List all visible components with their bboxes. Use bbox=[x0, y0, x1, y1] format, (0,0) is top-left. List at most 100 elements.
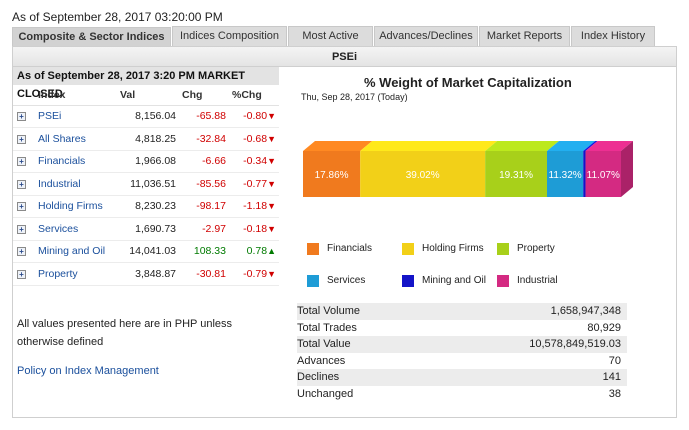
expand-cell: + bbox=[13, 172, 35, 196]
stat-label: Total Value bbox=[297, 338, 351, 350]
indices-table: Index Val Chg %Chg + PSEi 8,156.04 -65.88 -0… bbox=[13, 85, 279, 286]
index-val: 4,818.25 bbox=[117, 127, 179, 151]
index-pct-chg-cell: -0.34▼ bbox=[229, 150, 279, 173]
index-chg: -85.56 bbox=[179, 172, 229, 196]
bar-data-label: 39.02% bbox=[406, 170, 440, 181]
expand-cell: + bbox=[13, 127, 35, 151]
plus-box-icon[interactable]: + bbox=[17, 134, 26, 144]
index-chg: -65.88 bbox=[179, 105, 229, 128]
tab-composite-sector-indices[interactable]: Composite & Sector Indices bbox=[12, 27, 171, 46]
index-pct-chg: 0.78 bbox=[246, 245, 268, 258]
index-val: 11,036.51 bbox=[117, 172, 179, 196]
stat-row: Declines 141 bbox=[297, 369, 627, 386]
bar-segment bbox=[360, 141, 498, 197]
policy-link[interactable]: Policy on Index Management bbox=[17, 365, 159, 377]
expand-cell: + bbox=[13, 240, 35, 263]
legend-label: Holding Firms bbox=[422, 243, 484, 254]
stat-value: 38 bbox=[608, 387, 621, 400]
stat-value: 10,578,849,519.03 bbox=[529, 338, 621, 350]
plus-box-icon[interactable]: + bbox=[17, 269, 26, 279]
index-chg: -6.66 bbox=[179, 150, 229, 173]
index-pct-chg-cell: -1.18▼ bbox=[229, 195, 279, 218]
expand-column-header bbox=[13, 85, 35, 106]
stat-label: Total Trades bbox=[297, 321, 357, 334]
stat-label: Declines bbox=[297, 371, 340, 383]
index-pct-chg-cell: -0.18▼ bbox=[229, 217, 279, 241]
plus-box-icon[interactable]: + bbox=[17, 112, 26, 122]
legend-swatch bbox=[307, 243, 319, 255]
bar-side-face bbox=[621, 141, 633, 197]
column-header-index: Index bbox=[35, 85, 117, 106]
market-cap-chart: 17.86% 39.02% 19.31% 11.32% 11.07% bbox=[303, 141, 633, 197]
tab-indices-composition[interactable]: Indices Composition bbox=[172, 26, 287, 46]
stat-value: 1,658,947,348 bbox=[550, 305, 621, 317]
plus-box-icon[interactable]: + bbox=[17, 202, 26, 212]
legend-swatch bbox=[497, 275, 509, 287]
tab-advances-declines[interactable]: Advances/Declines bbox=[374, 26, 478, 46]
bar-segment bbox=[546, 141, 596, 197]
tab-most-active[interactable]: Most Active bbox=[288, 26, 373, 46]
index-val: 1,966.08 bbox=[117, 150, 179, 173]
index-pct-chg: -0.77 bbox=[243, 177, 268, 190]
content-panel: PSEi As of September 28, 2017 3:20 PM MA… bbox=[12, 46, 677, 418]
bar-data-label: 19.31% bbox=[499, 170, 533, 181]
index-pct-chg-cell: -0.77▼ bbox=[229, 172, 279, 196]
index-pct-chg: -0.80 bbox=[243, 110, 268, 123]
index-name[interactable]: Financials bbox=[35, 150, 117, 173]
stat-row: Total Trades 80,929 bbox=[297, 320, 627, 337]
index-chg: -2.97 bbox=[179, 217, 229, 241]
bar-data-label: 11.07% bbox=[587, 170, 620, 181]
index-name[interactable]: Property bbox=[35, 262, 117, 286]
stat-label: Advances bbox=[297, 354, 346, 367]
table-row: + All Shares 4,818.25 -32.84 -0.68▼ bbox=[13, 127, 279, 151]
plus-box-icon[interactable]: + bbox=[17, 224, 26, 234]
index-val: 3,848.87 bbox=[117, 262, 179, 286]
legend-swatch bbox=[497, 243, 509, 255]
expand-cell: + bbox=[13, 262, 35, 286]
table-row: + Property 3,848.87 -30.81 -0.79▼ bbox=[13, 262, 279, 286]
bar-data-label: 17.86% bbox=[315, 170, 349, 181]
expand-cell: + bbox=[13, 105, 35, 128]
plus-box-icon[interactable]: + bbox=[17, 179, 26, 189]
tab-market-reports[interactable]: Market Reports bbox=[479, 26, 570, 46]
stat-row: Total Value 10,578,849,519.03 bbox=[297, 336, 627, 353]
triangle-down-icon: ▼ bbox=[267, 133, 276, 144]
index-pct-chg-cell: -0.68▼ bbox=[229, 127, 279, 151]
plus-box-icon[interactable]: + bbox=[17, 247, 26, 257]
chart-subtitle: Thu, Sep 28, 2017 (Today) bbox=[301, 92, 408, 102]
index-name[interactable]: Mining and Oil bbox=[35, 240, 117, 263]
index-name[interactable]: All Shares bbox=[35, 127, 117, 151]
index-chg: -30.81 bbox=[179, 262, 229, 286]
bar-segment bbox=[303, 141, 373, 197]
stat-label: Unchanged bbox=[297, 387, 354, 400]
index-name[interactable]: PSEi bbox=[35, 105, 117, 128]
index-pct-chg: -1.18 bbox=[243, 200, 268, 213]
bar-data-label: 11.32% bbox=[549, 170, 582, 181]
market-stats-table: Total Volume 1,658,947,348 Total Trades 80,… bbox=[297, 303, 627, 402]
index-pct-chg-cell: -0.79▼ bbox=[229, 262, 279, 286]
triangle-down-icon: ▼ bbox=[267, 223, 276, 234]
as-of-timestamp: As of September 28, 2017 03:20:00 PM bbox=[12, 10, 223, 24]
index-chg: -32.84 bbox=[179, 127, 229, 151]
column-header-pct-chg: %Chg bbox=[229, 85, 279, 106]
table-row: + Industrial 11,036.51 -85.56 -0.77▼ bbox=[13, 172, 279, 196]
index-pct-chg-cell: 0.78▲ bbox=[229, 240, 279, 263]
legend-label: Services bbox=[327, 275, 366, 286]
expand-cell: + bbox=[13, 217, 35, 241]
index-pct-chg: -0.34 bbox=[243, 155, 268, 168]
table-header-row: Index Val Chg %Chg bbox=[13, 85, 279, 106]
triangle-down-icon: ▼ bbox=[267, 268, 276, 279]
legend-swatch bbox=[307, 275, 319, 287]
index-name[interactable]: Services bbox=[35, 217, 117, 241]
index-val: 14,041.03 bbox=[117, 240, 179, 263]
index-name[interactable]: Industrial bbox=[35, 172, 117, 196]
index-name[interactable]: Holding Firms bbox=[35, 195, 117, 218]
index-chg: -98.17 bbox=[179, 195, 229, 218]
triangle-down-icon: ▼ bbox=[267, 201, 276, 212]
stat-row: Advances 70 bbox=[297, 353, 627, 370]
legend-label: Property bbox=[517, 243, 555, 254]
triangle-down-icon: ▼ bbox=[267, 111, 276, 122]
tab-index-history[interactable]: Index History bbox=[571, 26, 655, 46]
plus-box-icon[interactable]: + bbox=[17, 157, 26, 167]
index-chg: 108.33 bbox=[179, 240, 229, 263]
